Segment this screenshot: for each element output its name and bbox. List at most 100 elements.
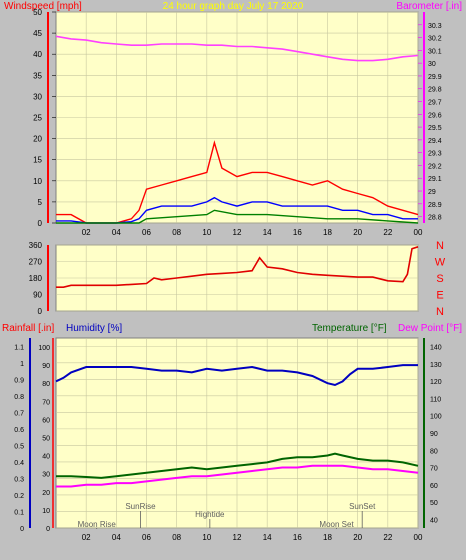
compass-label: N xyxy=(436,306,444,318)
series-line-dewpoint xyxy=(56,464,419,488)
temp-tick: 80 xyxy=(430,448,438,455)
weather-x-tick: 08 xyxy=(172,533,181,542)
temp-tick: 60 xyxy=(430,483,438,490)
weather-x-tick: 12 xyxy=(233,533,242,542)
series-line-temperature xyxy=(56,452,419,479)
rain-tick: 0.3 xyxy=(14,476,24,483)
wind-x-tick: 16 xyxy=(293,228,302,237)
weather-x-tick: 10 xyxy=(202,533,211,542)
temp-tick: 120 xyxy=(430,379,442,386)
baro-right-tick: 28.9 xyxy=(428,202,442,209)
weather-x-tick: 20 xyxy=(353,533,362,542)
wind-x-tick: 00 xyxy=(414,228,423,237)
series-line-wind_low xyxy=(56,209,419,224)
humidity-tick: 0 xyxy=(46,526,50,533)
weather-x-tick: 02 xyxy=(82,533,91,542)
wind-left-tick: 40 xyxy=(33,50,42,59)
baro-right-tick: 29.6 xyxy=(428,112,442,119)
humidity-tick: 80 xyxy=(42,381,50,388)
humidity-tick: 30 xyxy=(42,472,50,479)
wind-left-tick: 25 xyxy=(33,114,42,123)
baro-right-tick: 29.7 xyxy=(428,100,442,107)
weather-x-tick: 18 xyxy=(323,533,332,542)
humidity-tick: 70 xyxy=(42,399,50,406)
wind-x-tick: 10 xyxy=(202,228,211,237)
wind-x-tick: 14 xyxy=(263,228,272,237)
dewpoint-label: Dew Point [°F] xyxy=(398,323,462,334)
series-line-humidity xyxy=(55,364,418,387)
baro-right-tick: 30.1 xyxy=(428,48,442,55)
wind-left-tick: 5 xyxy=(38,198,43,207)
rain-tick: 0.7 xyxy=(14,410,24,417)
wind-left-tick: 10 xyxy=(33,177,42,186)
series-line-barometer xyxy=(55,35,419,62)
baro-right-tick: 29.2 xyxy=(428,163,442,170)
weather-x-tick: 04 xyxy=(112,533,121,542)
humidity-tick: 20 xyxy=(42,490,50,497)
wind-x-tick: 20 xyxy=(353,228,362,237)
wind-left-tick: 20 xyxy=(33,135,42,144)
rain-tick: 0.5 xyxy=(14,443,24,450)
temp-tick: 130 xyxy=(430,362,442,369)
baro-axis-label: Barometer [.in] xyxy=(396,1,462,12)
rain-tick: 0.6 xyxy=(14,427,24,434)
compass-label: S xyxy=(436,273,443,285)
baro-right-tick: 29.4 xyxy=(428,138,442,145)
baro-right-tick: 29.5 xyxy=(428,125,442,132)
direction-tick: 90 xyxy=(33,291,42,300)
weather-x-tick: 22 xyxy=(383,533,392,542)
baro-right-tick: 30.3 xyxy=(428,23,442,30)
wind-x-tick: 18 xyxy=(323,228,332,237)
compass-label: N xyxy=(436,240,444,252)
compass-label: W xyxy=(435,257,446,269)
humidity-tick: 50 xyxy=(42,436,50,443)
series-line-wind_gust xyxy=(56,140,419,224)
rain-tick: 0 xyxy=(20,526,24,533)
humidity-tick: 90 xyxy=(42,363,50,370)
direction-tick: 180 xyxy=(29,274,43,283)
wind-left-tick: 0 xyxy=(38,219,43,228)
rain-tick: 1.1 xyxy=(14,344,24,351)
baro-right-tick: 29.1 xyxy=(428,176,442,183)
rain-tick: 0.2 xyxy=(14,493,24,500)
chart-title: 24 hour graph day July 17 2020 xyxy=(163,1,304,12)
wind-x-tick: 12 xyxy=(233,228,242,237)
annotation-label: SunSet xyxy=(349,502,376,511)
rain-tick: 0.9 xyxy=(14,377,24,384)
weather-x-tick: 00 xyxy=(414,533,423,542)
temp-tick: 110 xyxy=(430,396,441,403)
weather-x-tick: 16 xyxy=(293,533,302,542)
wind-left-tick: 45 xyxy=(33,29,42,38)
rain-tick: 0.8 xyxy=(14,394,24,401)
temp-tick: 70 xyxy=(430,466,438,473)
temperature-label: Temperature [°F] xyxy=(312,323,387,334)
wind-x-tick: 06 xyxy=(142,228,151,237)
temp-tick: 50 xyxy=(430,500,438,507)
temp-tick: 90 xyxy=(430,431,438,438)
rain-tick: 0.1 xyxy=(14,509,24,516)
weather-x-tick: 06 xyxy=(142,533,151,542)
rain-tick: 1 xyxy=(20,361,24,368)
annotation-label: Moon Rise xyxy=(78,520,117,529)
direction-tick: 270 xyxy=(29,258,43,267)
wind-axis-label: Windspeed [mph] xyxy=(4,1,82,12)
weather-x-tick: 14 xyxy=(263,533,272,542)
direction-tick: 0 xyxy=(38,307,43,316)
baro-right-tick: 30.2 xyxy=(428,36,442,43)
baro-right-tick: 29.8 xyxy=(428,87,442,94)
wind-left-tick: 30 xyxy=(33,92,42,101)
humidity-tick: 10 xyxy=(42,508,50,515)
baro-right-tick: 29.3 xyxy=(428,151,442,158)
baro-right-tick: 28.8 xyxy=(428,215,442,222)
compass-label: E xyxy=(436,290,443,302)
rain-tick: 0.4 xyxy=(14,460,24,467)
annotation-label: SunRise xyxy=(125,502,156,511)
baro-right-tick: 29.9 xyxy=(428,74,442,81)
humidity-tick: 60 xyxy=(42,417,50,424)
humidity-label: Humidity [%] xyxy=(66,323,122,334)
wind-left-tick: 15 xyxy=(33,156,42,165)
temp-tick: 100 xyxy=(430,414,442,421)
wind-x-tick: 08 xyxy=(172,228,181,237)
